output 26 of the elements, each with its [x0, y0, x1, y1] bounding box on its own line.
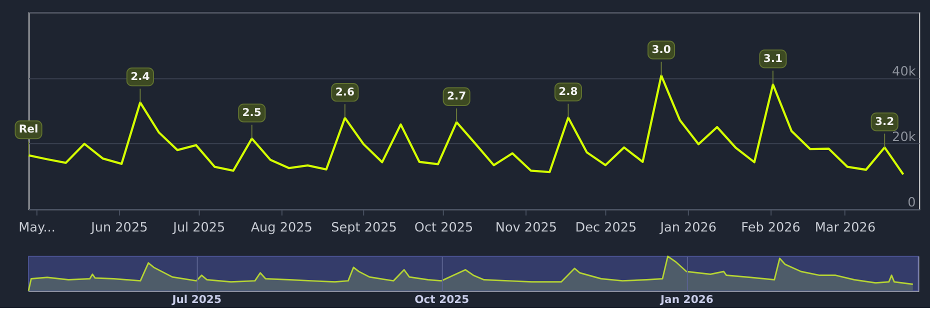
annotation: 2.7	[447, 90, 466, 103]
x-tick-label: Nov 2025	[495, 220, 557, 236]
annotation: 2.6	[335, 85, 354, 98]
x-tick-label: Jul 2025	[172, 220, 226, 236]
x-tick-label: Sept 2025	[331, 220, 397, 236]
x-tick-label: Dec 2025	[575, 220, 637, 236]
x-tick-label: Jan 2026	[660, 293, 714, 306]
y-tick-label: 40k	[892, 64, 916, 80]
y-tick-label: 20k	[892, 130, 916, 146]
x-tick-label: Feb 2026	[741, 220, 800, 236]
x-tick-label: May...	[18, 220, 56, 236]
x-tick-label: Jan 2026	[659, 220, 717, 236]
annotation: 3.0	[652, 42, 671, 56]
x-tick-label: Oct 2025	[414, 220, 474, 236]
annotation: 2.4	[130, 70, 150, 83]
x-tick-label: Mar 2026	[814, 220, 876, 236]
annotation: 2.5	[242, 106, 262, 119]
x-tick-label: Aug 2025	[250, 220, 312, 236]
x-tick-label: Jul 2025	[171, 293, 222, 306]
x-tick-label: Oct 2025	[414, 293, 470, 306]
annotation: Rel	[18, 122, 38, 136]
annotation: 3.2	[875, 114, 894, 128]
annotation: 3.1	[763, 52, 783, 65]
annotation: 2.8	[558, 84, 578, 98]
x-tick-label: Jun 2025	[90, 220, 148, 236]
y-tick-label: 0	[908, 196, 916, 211]
